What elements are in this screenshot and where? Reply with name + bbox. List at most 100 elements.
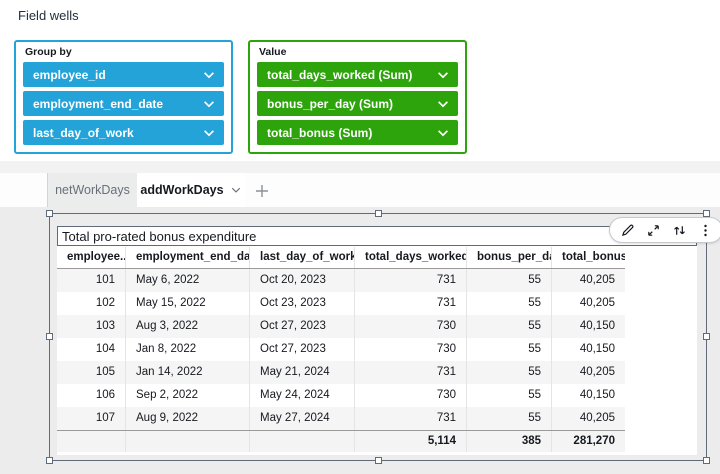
table-cell: 5,114 [355,431,467,452]
table-cell: 55 [467,361,552,384]
chevron-down-icon[interactable] [436,68,450,82]
table-cell: Jan 14, 2022 [126,361,250,384]
tab-addworkdays[interactable]: addWorkDays [137,173,245,207]
tab-addworkdays-label: addWorkDays [140,183,224,197]
table-cell: Oct 23, 2023 [250,292,355,315]
chevron-down-icon[interactable] [436,97,450,111]
edit-icon[interactable] [619,222,635,238]
table-cell: 40,205 [579,274,615,286]
tab-networkdays-label: netWorkDays [55,183,130,197]
table-row[interactable]: 103 Aug 3, 2022 Oct 27, 2023 730 55 40,150 [57,315,625,338]
table-visual[interactable]: Total pro-rated bonus expenditure employ… [57,226,697,455]
table-row[interactable]: 107 Aug 9, 2022 May 27, 2024 731 55 40,205 [57,407,625,430]
chevron-down-icon[interactable] [436,126,450,140]
value-well: Value total_days_worked (Sum) bonus_per_d… [248,40,467,154]
visual-title: Total pro-rated bonus expenditure [62,228,257,244]
column-header[interactable]: employment_end_date [126,247,250,268]
table-cell: 55 [467,292,552,315]
resize-handle-se[interactable] [703,457,710,464]
table-cell: Sep 2, 2022 [126,384,250,407]
resize-handle-nw[interactable] [46,210,53,217]
table-cell: 104 [57,338,126,361]
visual-toolbar [609,217,720,243]
table-cell: Jan 8, 2022 [126,338,250,361]
field-pill[interactable]: employee_id [23,62,224,87]
table-cell: May 6, 2022 [126,269,250,292]
maximize-icon[interactable] [645,222,661,238]
resize-handle-ne[interactable] [703,210,710,217]
field-pill[interactable]: total_bonus (Sum) [257,120,458,145]
table-cell: Oct 20, 2023 [250,269,355,292]
table-cell: 730 [355,315,467,338]
tab-networkdays[interactable]: netWorkDays [47,173,137,207]
table-cell: 103 [57,315,126,338]
add-sheet-button[interactable] [252,181,272,201]
field-pill[interactable]: last_day_of_work [23,120,224,145]
table-cell: 731 [355,407,467,430]
chevron-down-icon[interactable] [230,184,242,196]
table-cell: 281,270 [573,435,615,447]
table-cell: May 27, 2024 [250,407,355,430]
table-cell: 106 [57,384,126,407]
table-cell: May 15, 2022 [126,292,250,315]
plus-icon [256,185,268,197]
table-cell: 102 [57,292,126,315]
column-header[interactable]: total_days_worked [355,247,467,268]
menu-icon[interactable] [697,222,713,238]
table-totals-row[interactable]: 5,114 385 281,270 [57,430,625,452]
resize-handle-s[interactable] [375,457,382,464]
column-header[interactable]: total_bonus [562,251,625,263]
field-pill-label: total_days_worked (Sum) [267,67,413,82]
column-header[interactable]: last_day_of_work [250,247,355,268]
table-cell: 55 [467,338,552,361]
table-cell: 105 [57,361,126,384]
table-cell: May 21, 2024 [250,361,355,384]
table-row[interactable]: 101 May 6, 2022 Oct 20, 2023 731 55 40,205 [57,269,625,292]
table-row[interactable]: 102 May 15, 2022 Oct 23, 2023 731 55 40,205 [57,292,625,315]
table-cell: 107 [57,407,126,430]
table-cell: 55 [467,315,552,338]
swap-icon[interactable] [671,222,687,238]
table-cell: 40,205 [579,297,615,309]
table-cell: Aug 9, 2022 [126,407,250,430]
column-header[interactable]: bonus_per_day [467,247,552,268]
chevron-down-icon[interactable] [202,68,216,82]
table-header-row: employee.. employment_end_date last_day_of… [57,247,625,269]
table-cell: Aug 3, 2022 [126,315,250,338]
table-cell: 731 [355,361,467,384]
table-cell: 55 [467,269,552,292]
resize-handle-w[interactable] [46,333,53,340]
table-cell: 385 [467,431,552,452]
table-row[interactable]: 104 Jan 8, 2022 Oct 27, 2023 730 55 40,150 [57,338,625,361]
table-cell: 55 [467,384,552,407]
column-header[interactable]: employee.. [57,247,126,268]
table-cell: Oct 27, 2023 [250,338,355,361]
sheet-tab-bar: netWorkDays addWorkDays [0,173,720,207]
field-pill[interactable]: total_days_worked (Sum) [257,62,458,87]
field-pill-label: bonus_per_day (Sum) [267,96,394,111]
field-pill[interactable]: employment_end_date [23,91,224,116]
visual-selection-frame[interactable] [46,210,710,464]
field-pill-label: employment_end_date [33,96,164,111]
table-cell [57,431,126,452]
visual-title-box[interactable]: Total pro-rated bonus expenditure [57,226,697,246]
field-pill-label: employee_id [33,67,106,82]
table-row[interactable]: 106 Sep 2, 2022 May 24, 2024 730 55 40,150 [57,384,625,407]
table-row[interactable]: 105 Jan 14, 2022 May 21, 2024 731 55 40,205 [57,361,625,384]
resize-handle-e[interactable] [703,333,710,340]
table-cell: 730 [355,384,467,407]
table-cell: May 24, 2024 [250,384,355,407]
table-cell: 101 [57,269,126,292]
field-pill[interactable]: bonus_per_day (Sum) [257,91,458,116]
table-cell: 731 [355,292,467,315]
table-cell: 40,150 [579,320,615,332]
group-by-label: Group by [25,46,72,58]
resize-handle-n[interactable] [375,210,382,217]
chevron-down-icon[interactable] [202,126,216,140]
chevron-down-icon[interactable] [202,97,216,111]
table-cell: 731 [355,269,467,292]
field-pill-label: total_bonus (Sum) [267,125,373,140]
resize-handle-sw[interactable] [46,457,53,464]
